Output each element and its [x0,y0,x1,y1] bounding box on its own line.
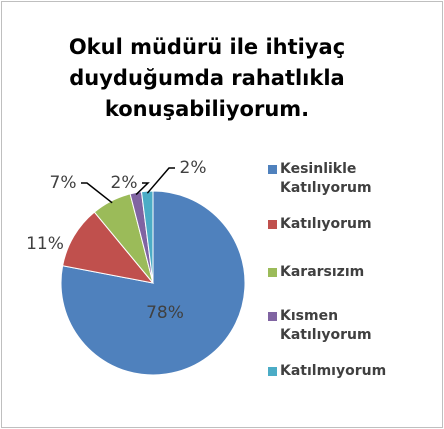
leader-line [81,182,113,204]
legend-entry: Kararsızım [268,263,430,282]
legend-label: Kararsızım [280,264,365,280]
legend-entry: Katılmıyorum [268,362,430,381]
legend-label: Katılmıyorum [280,363,387,379]
legend-swatch [268,312,277,321]
leader-line [146,167,175,194]
chart-title: Okul müdürü ile ihtiyaç duyduğumda rahat… [68,35,346,121]
data-label: 78% [146,303,184,323]
legend-label: Katılıyorum [280,216,372,232]
legend-swatch [268,367,277,376]
data-label: 2% [180,158,207,178]
leader-line [135,182,150,196]
data-label: 11% [26,234,64,254]
legend-label: Kısmen Katılıyorum [280,308,372,343]
pie-slice [140,190,154,284]
legend-label: Kesinlikle Katılıyorum [280,161,372,196]
legend-entry: Kısmen Katılıyorum [268,307,430,345]
legend-entry: Katılıyorum [268,215,430,234]
pie-slice [60,190,246,376]
data-label: 2% [111,173,138,193]
legend-swatch [268,165,277,174]
legend-entry: Kesinlikle Katılıyorum [268,160,430,198]
legend-swatch [268,220,277,229]
data-label: 7% [50,173,77,193]
legend-swatch [268,268,277,277]
